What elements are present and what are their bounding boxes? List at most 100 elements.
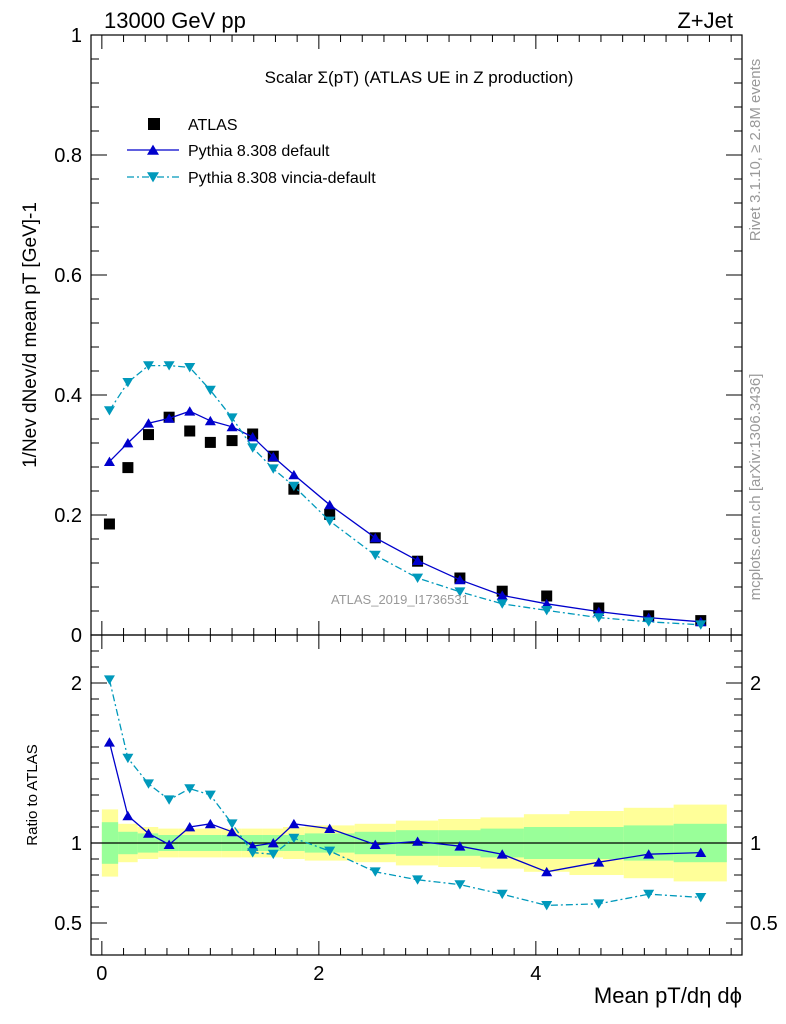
- legend-atlas-marker: [148, 118, 160, 130]
- vincia-marker: [204, 385, 216, 396]
- ratio-vincia-marker: [496, 889, 508, 900]
- analysis-watermark: ATLAS_2019_I1736531: [331, 592, 469, 607]
- ratio-default-marker: [204, 818, 216, 829]
- ratio-vincia-marker: [267, 849, 279, 860]
- ratio-vincia-marker: [412, 875, 424, 885]
- atlas-data-point: [103, 518, 115, 530]
- chart-title-text: Scalar Σ(pT) (ATLAS UE in Z production): [265, 68, 574, 87]
- ratio-plot-series: [103, 675, 707, 911]
- legend-marker: [147, 144, 159, 155]
- main-plot-series: [103, 361, 707, 630]
- main-y-tick-label: 1: [71, 25, 82, 47]
- legend-label: ATLAS: [188, 117, 238, 134]
- ratio-vincia-marker: [695, 893, 707, 903]
- ratio-default-marker: [369, 839, 381, 849]
- default-marker: [496, 590, 508, 600]
- default-marker: [204, 415, 216, 426]
- vincia-marker: [184, 363, 196, 373]
- ratio-vincia-marker: [593, 899, 605, 909]
- ratio-default-marker: [122, 810, 134, 821]
- legend-marker: [147, 172, 159, 183]
- default-marker: [369, 532, 381, 543]
- ratio-default-marker: [541, 866, 553, 877]
- vincia-marker: [369, 550, 381, 561]
- ratio-default-marker: [593, 857, 605, 867]
- ratio-vincia-marker: [143, 779, 155, 789]
- vincia-marker: [541, 606, 553, 616]
- ratio-vincia-marker: [226, 819, 238, 829]
- ratio-vincia-marker: [324, 846, 336, 856]
- vincia-marker: [247, 443, 259, 453]
- vincia-marker: [593, 613, 605, 623]
- ratio-vincia-marker: [247, 848, 259, 858]
- main-y-tick-label: 0.4: [54, 385, 82, 407]
- x-tick-label: 4: [530, 963, 541, 985]
- atlas-data-point: [541, 590, 553, 602]
- default-curve: [108, 410, 701, 623]
- vincia-marker: [643, 617, 655, 627]
- ratio-vincia-marker: [541, 901, 553, 911]
- ratio-vincia-marker: [122, 753, 134, 764]
- default-marker: [247, 432, 259, 442]
- ratio-y-tick-label-right: 2: [750, 673, 761, 695]
- ratio-default-marker: [643, 849, 655, 859]
- legend-label: Pythia 8.308 default: [188, 143, 330, 160]
- ratio-vincia-marker: [369, 867, 381, 877]
- header-right: Z+Jet: [677, 8, 733, 33]
- vincia-marker: [122, 378, 134, 388]
- default-marker: [412, 555, 424, 565]
- vincia-marker: [226, 413, 238, 423]
- ratio-vincia-marker: [643, 889, 655, 900]
- vincia-marker: [267, 464, 279, 474]
- default-marker: [163, 413, 175, 423]
- ratio-default-marker: [143, 828, 155, 838]
- vincia-marker: [143, 361, 155, 371]
- ratio-default-marker: [267, 838, 279, 848]
- ratio-default-marker: [288, 818, 300, 829]
- default-marker: [226, 421, 238, 432]
- ratio-y-tick-label: 2: [71, 673, 82, 695]
- atlas-data-point: [324, 508, 336, 520]
- ratio-default-marker: [695, 847, 707, 857]
- ratio-y-tick-label: 1: [71, 833, 82, 855]
- default-marker: [267, 451, 279, 462]
- vincia-curve: [108, 364, 701, 626]
- atlas-data-point: [122, 462, 134, 474]
- rivet-version-label: Rivet 3.1.10, ≥ 2.8M events: [747, 59, 764, 242]
- default-marker: [122, 438, 134, 448]
- ratio-default-marker: [103, 737, 115, 747]
- main-y-axis-label: 1/Nev dNev/d mean pT [GeV]-1: [20, 202, 41, 468]
- vincia-marker: [288, 481, 300, 492]
- atlas-data-point: [226, 435, 238, 447]
- vincia-marker: [103, 406, 115, 416]
- main-y-tick-label: 0.6: [54, 265, 82, 287]
- tick-labels: 0 2 4 0 0.2 0.4 0.6 0.8 1 0.5 0.5 1 1 2 2: [54, 25, 778, 985]
- ratio-y-tick-label-right: 0.5: [750, 913, 778, 935]
- atlas-data-point: [143, 429, 155, 441]
- ratio-default-marker: [454, 841, 466, 851]
- ratio-vincia-marker: [204, 790, 216, 800]
- ratio-vincia-marker: [184, 784, 196, 794]
- main-y-tick-label: 0: [71, 625, 82, 647]
- ratio-default-marker: [324, 823, 336, 833]
- main-y-tick-label: 0.2: [54, 505, 82, 527]
- vincia-marker: [695, 620, 707, 630]
- legend-label: Pythia 8.308 vincia-default: [188, 170, 376, 187]
- ratio-default-marker: [412, 836, 424, 846]
- legend: ATLAS Pythia 8.308 default Pythia 8.308 vi…: [127, 117, 376, 187]
- default-marker: [454, 574, 466, 585]
- ratio-default-marker: [163, 839, 175, 849]
- vincia-marker: [496, 599, 508, 609]
- ratio-default-marker: [184, 822, 196, 832]
- vincia-marker: [163, 361, 175, 371]
- vincia-marker: [324, 516, 336, 526]
- x-tick-label: 0: [96, 963, 107, 985]
- main-y-tick-label: 0.8: [54, 145, 82, 167]
- chart-title: Scalar Σ(pT) (ATLAS UE in Z production): [265, 68, 574, 87]
- ratio-vincia-marker: [163, 795, 175, 805]
- ratio-y-tick-label-right: 1: [750, 833, 761, 855]
- default-marker: [103, 456, 115, 466]
- default-marker: [541, 598, 553, 609]
- ratio-vincia-marker: [103, 675, 115, 685]
